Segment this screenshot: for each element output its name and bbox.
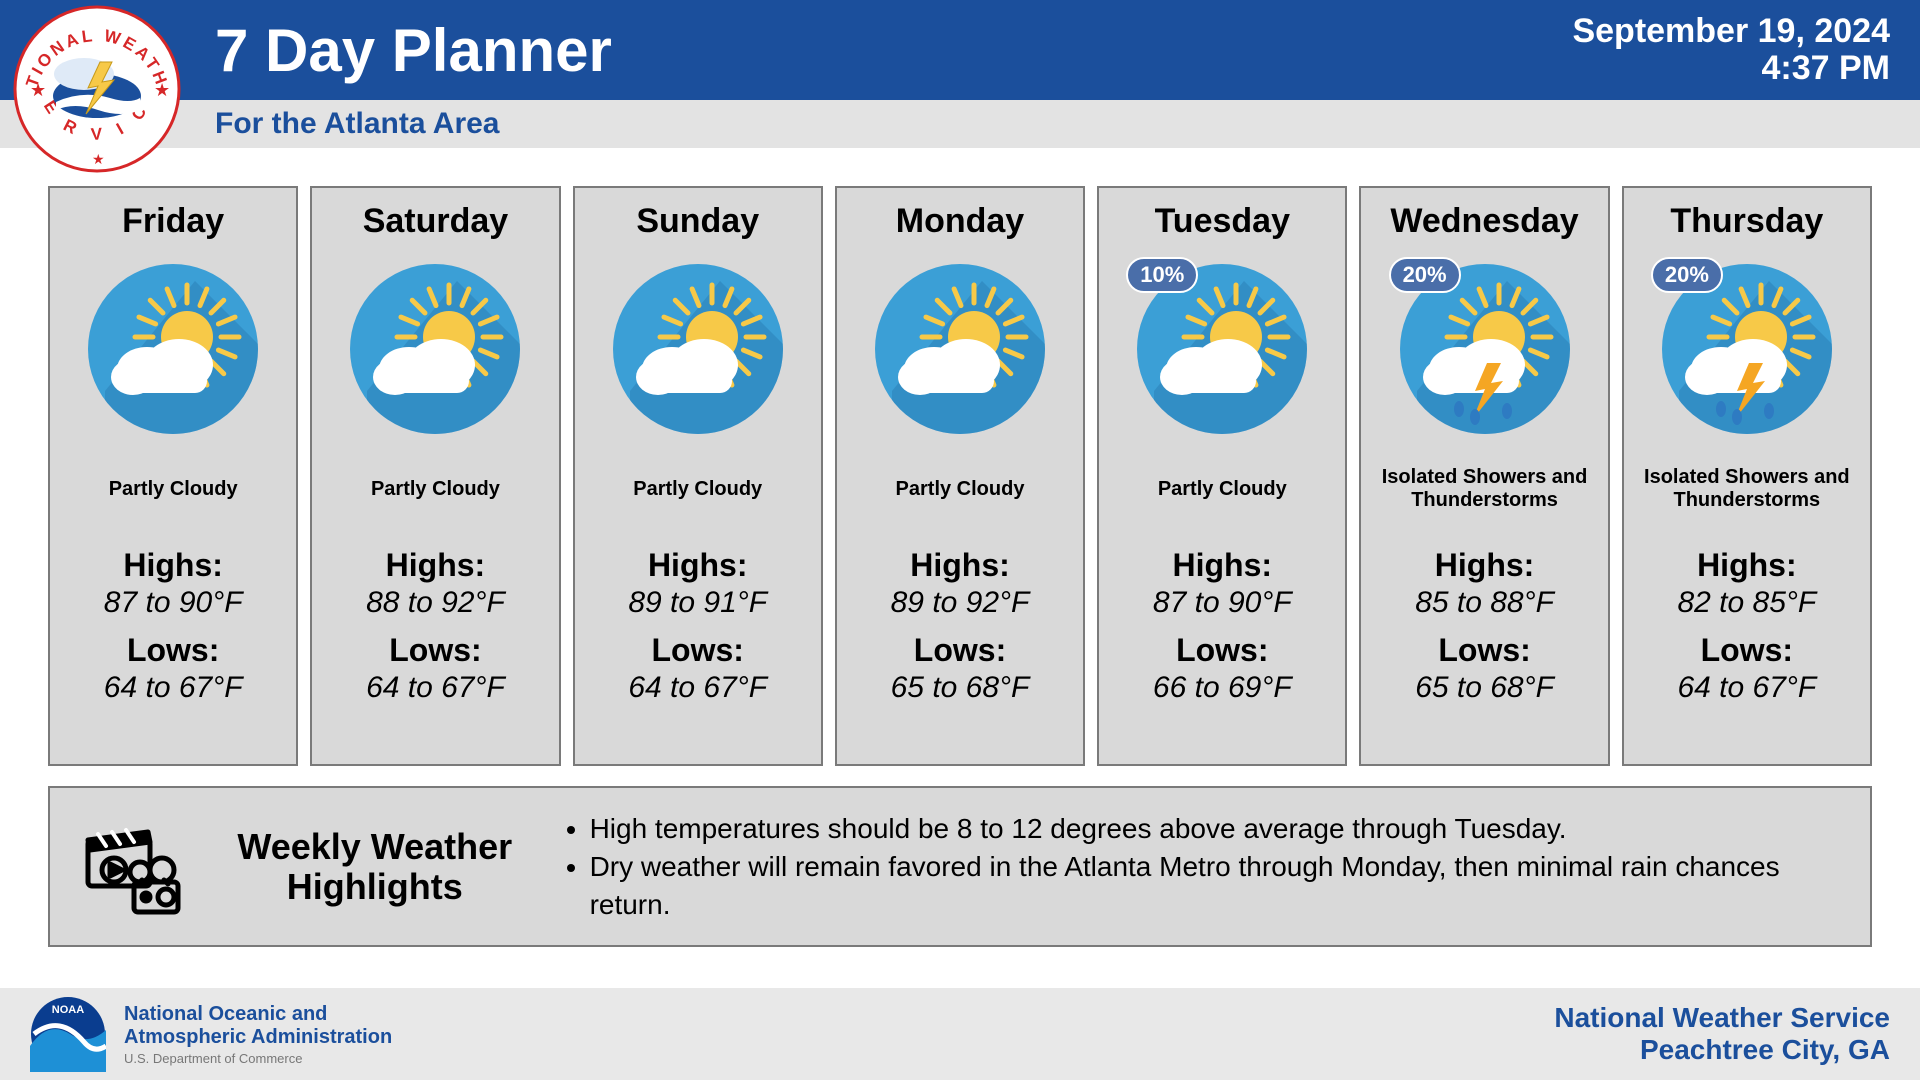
highs-label: Highs: bbox=[1677, 547, 1816, 584]
header-top-bar: 7 Day Planner September 19, 2024 4:37 PM bbox=[0, 0, 1920, 100]
highs-label: Highs: bbox=[366, 547, 505, 584]
highs-label: Highs: bbox=[891, 547, 1030, 584]
lows-value: 66 to 69°F bbox=[1153, 671, 1292, 705]
precip-badge: 20% bbox=[1389, 257, 1461, 293]
highlights-bullets: High temperatures should be 8 to 12 degr… bbox=[562, 810, 1842, 923]
card-day-name: Saturday bbox=[363, 202, 509, 241]
highs-value: 87 to 90°F bbox=[104, 586, 243, 620]
svg-text:NOAA: NOAA bbox=[52, 1004, 84, 1016]
highlight-bullet: Dry weather will remain favored in the A… bbox=[590, 848, 1842, 924]
card-day-name: Wednesday bbox=[1390, 202, 1578, 241]
lows-value: 64 to 67°F bbox=[366, 671, 505, 705]
card-condition: Isolated Showers and Thunderstorms bbox=[1361, 461, 1607, 517]
weather-icon bbox=[83, 259, 263, 439]
forecast-cards: Friday Partly Cloudy Highs: 87 to 90°F L… bbox=[0, 186, 1920, 766]
lows-value: 64 to 67°F bbox=[1677, 671, 1816, 705]
svg-text:★: ★ bbox=[30, 80, 46, 100]
weekly-highlights: Weekly Weather Highlights High temperatu… bbox=[48, 786, 1872, 947]
lows-value: 64 to 67°F bbox=[628, 671, 767, 705]
header-date: September 19, 2024 bbox=[1572, 13, 1890, 50]
lows-label: Lows: bbox=[628, 632, 767, 669]
highs-value: 87 to 90°F bbox=[1153, 586, 1292, 620]
card-temps: Highs: 88 to 92°F Lows: 64 to 67°F bbox=[366, 547, 505, 717]
forecast-card: Friday Partly Cloudy Highs: 87 to 90°F L… bbox=[48, 186, 298, 766]
card-condition: Partly Cloudy bbox=[1152, 461, 1293, 517]
header-subtitle: For the Atlanta Area bbox=[0, 100, 1920, 148]
card-temps: Highs: 87 to 90°F Lows: 66 to 69°F bbox=[1153, 547, 1292, 717]
highs-value: 82 to 85°F bbox=[1677, 586, 1816, 620]
header-datetime: September 19, 2024 4:37 PM bbox=[1572, 13, 1890, 88]
lows-label: Lows: bbox=[104, 632, 243, 669]
footer-office-line1: National Weather Service bbox=[1554, 1002, 1890, 1034]
card-condition: Partly Cloudy bbox=[890, 461, 1031, 517]
footer: NOAA National Oceanic and Atmospheric Ad… bbox=[0, 988, 1920, 1080]
lows-label: Lows: bbox=[1415, 632, 1554, 669]
nws-logo-icon: NATIONAL WEATHER S E R V I C E ★ ★ ★ bbox=[12, 4, 182, 174]
card-temps: Highs: 82 to 85°F Lows: 64 to 67°F bbox=[1677, 547, 1816, 717]
header: NATIONAL WEATHER S E R V I C E ★ ★ ★ 7 D… bbox=[0, 0, 1920, 148]
weather-icon bbox=[345, 259, 525, 439]
precip-badge: 10% bbox=[1126, 257, 1198, 293]
footer-agency: National Oceanic and Atmospheric Adminis… bbox=[124, 1003, 392, 1066]
footer-office: National Weather Service Peachtree City,… bbox=[1554, 1002, 1890, 1066]
highs-label: Highs: bbox=[628, 547, 767, 584]
highlights-title: Weekly Weather Highlights bbox=[218, 827, 532, 906]
footer-agency-line2: Atmospheric Administration bbox=[124, 1026, 392, 1049]
weather-icon: 20% bbox=[1657, 259, 1837, 439]
media-icon bbox=[78, 812, 188, 922]
lows-label: Lows: bbox=[1677, 632, 1816, 669]
card-condition: Isolated Showers and Thunderstorms bbox=[1624, 461, 1870, 517]
highs-label: Highs: bbox=[1415, 547, 1554, 584]
card-temps: Highs: 87 to 90°F Lows: 64 to 67°F bbox=[104, 547, 243, 717]
weather-icon: 20% bbox=[1395, 259, 1575, 439]
lows-value: 65 to 68°F bbox=[891, 671, 1030, 705]
footer-office-line2: Peachtree City, GA bbox=[1554, 1034, 1890, 1066]
forecast-card: Wednesday 20% Isolated Sho bbox=[1359, 186, 1609, 766]
forecast-card: Tuesday 10% Partly Cloudy Highs: 87 to 9… bbox=[1097, 186, 1347, 766]
precip-badge: 20% bbox=[1651, 257, 1723, 293]
card-day-name: Sunday bbox=[636, 202, 759, 241]
highs-value: 89 to 91°F bbox=[628, 586, 767, 620]
forecast-card: Monday Partly Cloudy Highs: 89 to 92°F L… bbox=[835, 186, 1085, 766]
page-title: 7 Day Planner bbox=[215, 16, 612, 85]
weather-icon bbox=[870, 259, 1050, 439]
card-temps: Highs: 85 to 88°F Lows: 65 to 68°F bbox=[1415, 547, 1554, 717]
highs-label: Highs: bbox=[104, 547, 243, 584]
card-day-name: Tuesday bbox=[1155, 202, 1290, 241]
card-temps: Highs: 89 to 91°F Lows: 64 to 67°F bbox=[628, 547, 767, 717]
card-day-name: Monday bbox=[896, 202, 1024, 241]
card-condition: Partly Cloudy bbox=[103, 461, 244, 517]
noaa-logo-icon: NOAA bbox=[30, 996, 106, 1072]
highs-value: 85 to 88°F bbox=[1415, 586, 1554, 620]
card-condition: Partly Cloudy bbox=[365, 461, 506, 517]
lows-label: Lows: bbox=[891, 632, 1030, 669]
card-day-name: Thursday bbox=[1670, 202, 1823, 241]
forecast-card: Sunday Partly Cloudy Highs: 89 to 91°F L… bbox=[573, 186, 823, 766]
card-condition: Partly Cloudy bbox=[627, 461, 768, 517]
lows-value: 64 to 67°F bbox=[104, 671, 243, 705]
weather-icon: 10% bbox=[1132, 259, 1312, 439]
highs-label: Highs: bbox=[1153, 547, 1292, 584]
card-day-name: Friday bbox=[122, 202, 224, 241]
footer-agency-line1: National Oceanic and bbox=[124, 1003, 392, 1026]
lows-value: 65 to 68°F bbox=[1415, 671, 1554, 705]
header-time: 4:37 PM bbox=[1572, 50, 1890, 87]
highs-value: 88 to 92°F bbox=[366, 586, 505, 620]
highs-value: 89 to 92°F bbox=[891, 586, 1030, 620]
lows-label: Lows: bbox=[1153, 632, 1292, 669]
forecast-card: Saturday Partly Cloudy Highs: 88 to 92°F… bbox=[310, 186, 560, 766]
svg-text:★: ★ bbox=[92, 151, 105, 167]
card-temps: Highs: 89 to 92°F Lows: 65 to 68°F bbox=[891, 547, 1030, 717]
weather-icon bbox=[608, 259, 788, 439]
svg-text:★: ★ bbox=[154, 80, 170, 100]
lows-label: Lows: bbox=[366, 632, 505, 669]
footer-agency-sub: U.S. Department of Commerce bbox=[124, 1051, 392, 1066]
highlight-bullet: High temperatures should be 8 to 12 degr… bbox=[590, 810, 1842, 848]
forecast-card: Thursday 20% Isolated Show bbox=[1622, 186, 1872, 766]
